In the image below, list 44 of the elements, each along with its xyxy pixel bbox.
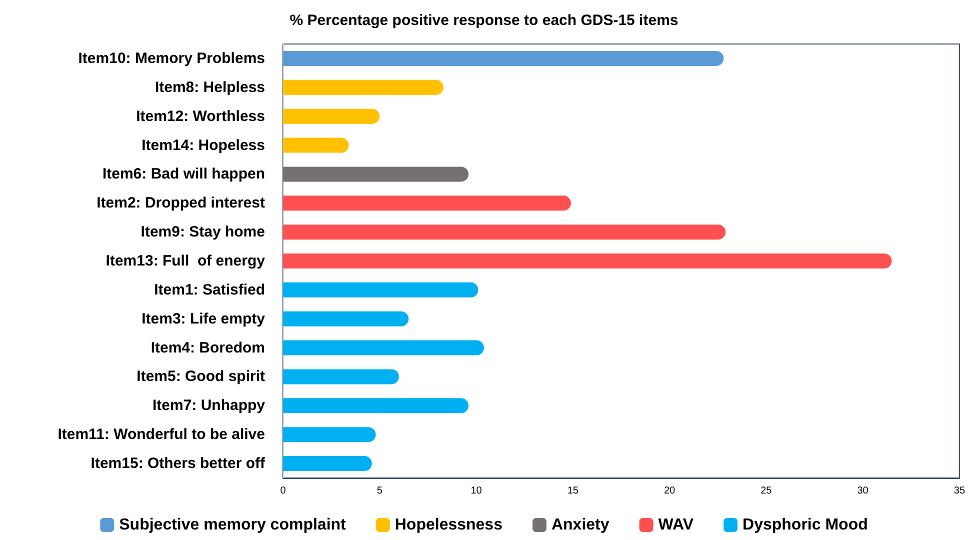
bar	[283, 282, 478, 298]
y-tick-label: Item15: Others better off	[90, 455, 266, 472]
y-tick-label: Item12: Worthless	[136, 108, 265, 125]
x-tick-label: 15	[567, 486, 579, 496]
bar	[283, 80, 444, 95]
bar	[283, 50, 724, 66]
bar	[283, 138, 349, 153]
x-tick-label: 35	[954, 486, 966, 496]
bar	[283, 196, 571, 211]
x-tick-label: 10	[470, 486, 482, 496]
bar	[283, 108, 380, 124]
y-tick-label: Item13: Full of energy	[106, 252, 266, 270]
legend-label: Hopelessness	[394, 516, 503, 534]
legend-label: Dysphoric Mood	[742, 516, 868, 534]
bar	[283, 369, 399, 384]
y-tick-label: Item6: Bad will happen	[102, 166, 265, 183]
y-tick-label: Item4: Boredom	[150, 339, 265, 356]
bar	[283, 311, 409, 326]
y-tick-label: Item3: Life empty	[142, 310, 266, 328]
y-tick-label: Item8: Helpless	[154, 78, 265, 96]
bar	[283, 340, 484, 356]
bar	[283, 456, 372, 472]
bar	[283, 224, 726, 240]
x-tick-label: 30	[857, 486, 869, 496]
legend-label: WAV	[658, 516, 694, 534]
x-tick-label: 0	[280, 486, 286, 496]
y-tick-label: Item1: Satisfied	[154, 281, 265, 298]
y-tick-label: Item5: Good spirit	[136, 368, 266, 386]
bar	[283, 398, 469, 414]
bar	[283, 427, 376, 442]
y-tick-label: Item10: Memory Problems	[78, 50, 265, 67]
legend-label: Anxiety	[551, 516, 610, 534]
y-tick-label: Item9: Stay home	[140, 224, 265, 241]
y-tick-label: Item14: Hopeless	[142, 136, 265, 154]
y-tick-label: Item11: Wonderful to be alive	[58, 426, 265, 444]
x-tick-label: 20	[664, 486, 676, 496]
bar	[283, 254, 892, 268]
x-tick-label: 5	[376, 486, 383, 496]
y-tick-label: Item7: Unhappy	[152, 397, 266, 414]
y-tick-label: Item2: Dropped interest	[96, 194, 265, 212]
x-tick-label: 25	[760, 486, 772, 496]
chart-title: % Percentage positive response to each GDS-15 items	[290, 12, 678, 29]
legend-label: Subjective memory complaint	[119, 516, 347, 534]
bar	[283, 166, 469, 182]
